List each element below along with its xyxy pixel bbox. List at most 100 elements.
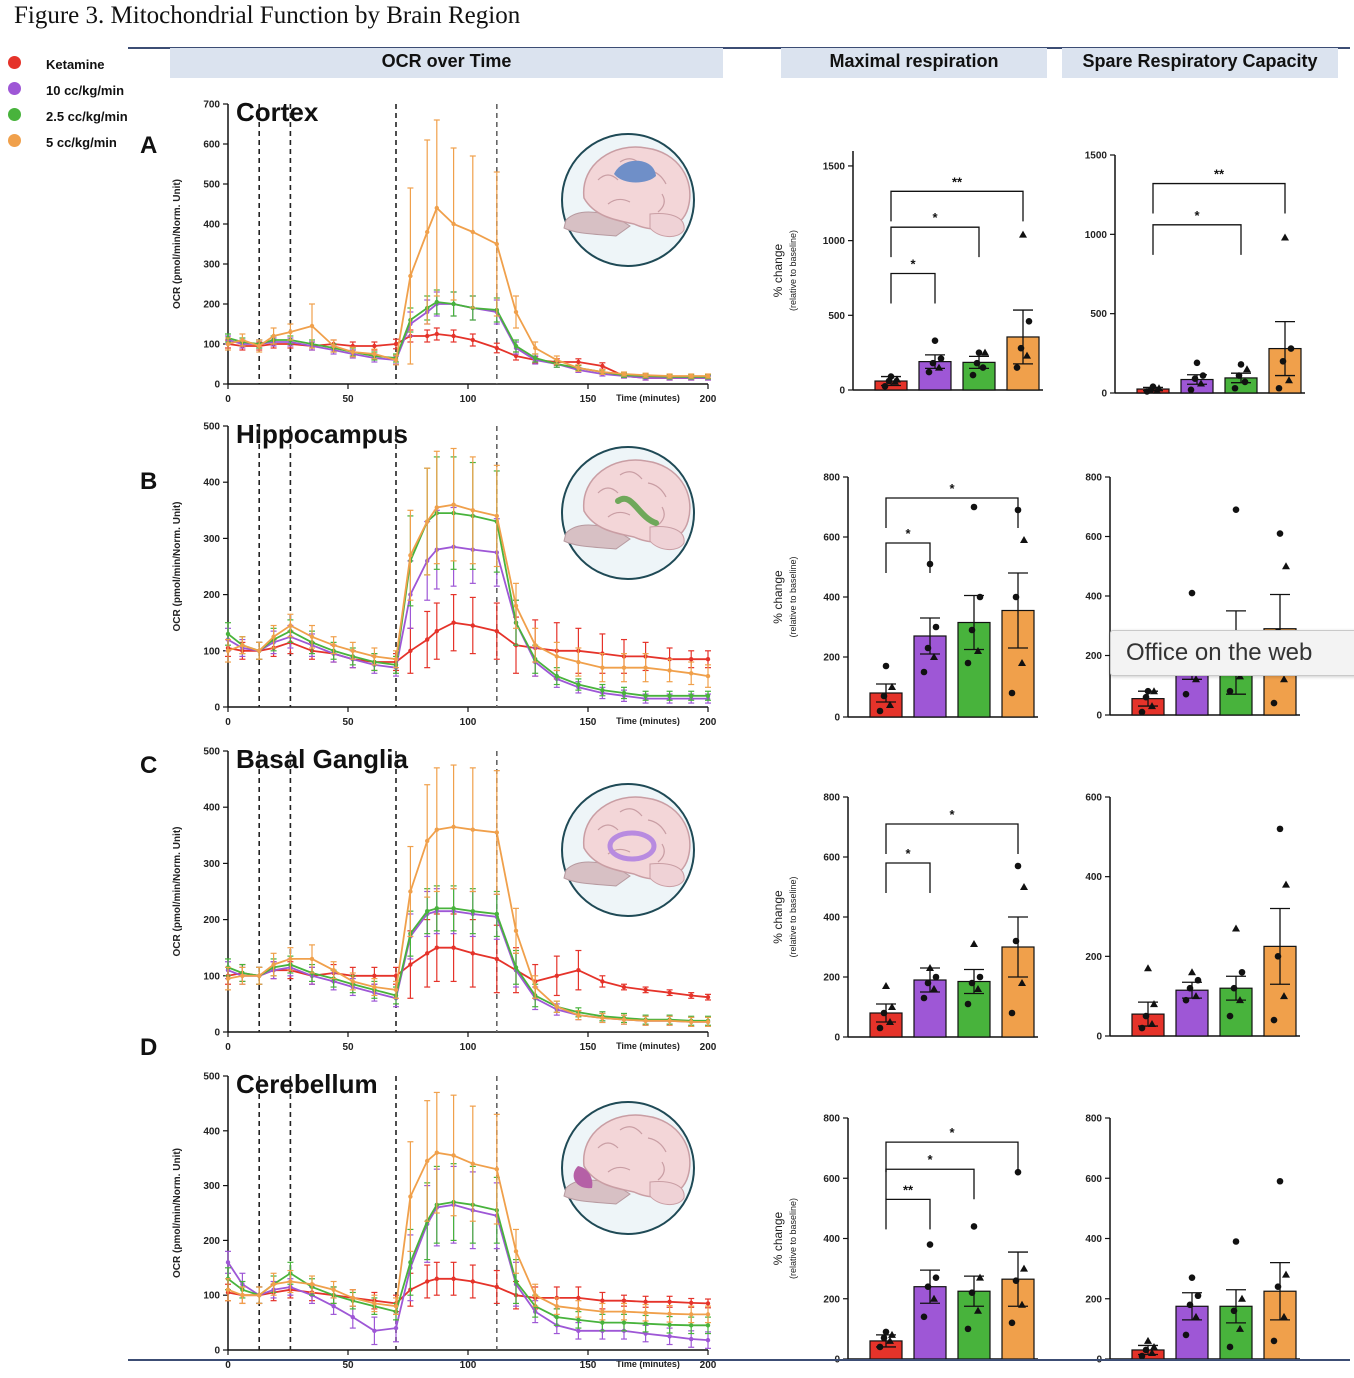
significance-label: ** — [1214, 167, 1225, 182]
data-point — [240, 1293, 245, 1298]
x-axis-label: Time (minutes) — [616, 1041, 680, 1051]
data-point — [271, 634, 276, 639]
y-tick-label: 1000 — [1085, 230, 1108, 241]
data-point — [257, 648, 262, 653]
series-line — [227, 303, 708, 379]
data-point — [533, 1293, 538, 1298]
data-point-circle — [1012, 937, 1020, 945]
data-point-circle — [970, 1223, 978, 1230]
brain-fold — [647, 819, 667, 835]
data-point — [257, 1293, 262, 1298]
data-point-triangle — [882, 982, 890, 989]
data-point — [494, 1166, 499, 1172]
significance-label: * — [949, 807, 955, 822]
data-point — [689, 373, 694, 379]
data-point-triangle — [1280, 992, 1288, 1000]
brain-fold — [607, 848, 631, 855]
y-tick-label: 300 — [203, 534, 220, 545]
data-point — [494, 513, 499, 519]
bar-group-ketamine — [1136, 383, 1170, 395]
x-tick-label: 100 — [460, 1042, 477, 1053]
data-point — [554, 1303, 559, 1309]
series-line — [227, 1277, 709, 1305]
data-point-triangle — [1188, 968, 1196, 976]
data-point-circle — [1182, 996, 1190, 1004]
x-tick-label: 150 — [580, 1360, 597, 1371]
data-point — [689, 1323, 694, 1328]
bar-group-2-5-cc-kg-min — [962, 348, 996, 391]
data-point — [470, 623, 475, 628]
data-point-triangle — [1282, 562, 1290, 570]
chart-title-cerebellum: Cerebellum — [236, 1069, 378, 1099]
data-point — [451, 333, 456, 339]
cerebellum-shape — [649, 213, 685, 237]
data-point — [470, 951, 475, 956]
brain-fold — [619, 471, 643, 480]
data-point — [600, 369, 605, 375]
x-tick-label: 50 — [342, 1360, 354, 1371]
data-point — [470, 908, 475, 914]
bar-chart-maximal-respiration-b: 0 200 400 600 800 % change (relative to baseli… — [771, 473, 1038, 724]
data-point-triangle — [1148, 702, 1156, 710]
series-line — [227, 333, 708, 379]
data-point-circle — [1274, 1283, 1282, 1290]
y-axis-sublabel: (relative to baseline) — [788, 230, 798, 311]
data-point — [331, 642, 336, 648]
data-point — [705, 657, 711, 662]
series-5-cc-kg-min — [225, 764, 711, 1027]
bracket-line — [885, 497, 1019, 528]
data-point-circle — [1186, 984, 1194, 992]
bar-group-2-5-cc-kg-min — [1219, 924, 1253, 1037]
y-axis-label: % change — [771, 1211, 785, 1265]
brain-fold — [647, 482, 667, 498]
data-point — [271, 333, 276, 339]
data-point-triangle — [1197, 379, 1205, 387]
data-point — [667, 1322, 672, 1327]
y-tick-label: 200 — [203, 590, 220, 601]
data-point-triangle — [1232, 924, 1240, 932]
y-tick-label: 200 — [823, 1294, 840, 1305]
data-point-circle — [1149, 383, 1157, 390]
x-tick-label: 0 — [225, 717, 231, 728]
data-point — [434, 505, 439, 510]
bar-chart-spare-respiratory-capacity-c: 0 200 400 600 — [1085, 793, 1300, 1043]
data-point — [225, 631, 231, 637]
bar-group-5-cc-kg-min — [1268, 233, 1302, 394]
data-point — [372, 1301, 377, 1306]
series-line — [227, 910, 708, 1023]
cerebrum-shape — [583, 1114, 691, 1198]
y-tick-label: 300 — [203, 1181, 220, 1192]
data-point — [513, 603, 519, 609]
legend-swatch-10cc — [8, 82, 21, 95]
data-point — [350, 1314, 355, 1320]
data-point-circle — [1237, 361, 1245, 368]
data-point — [576, 1317, 581, 1323]
y-tick-label: 0 — [834, 1033, 840, 1044]
data-point — [667, 373, 672, 379]
top-rule — [128, 47, 1350, 49]
data-point-circle — [1008, 1319, 1016, 1327]
data-point — [393, 657, 399, 662]
bracket-line — [885, 1141, 1019, 1173]
data-point-circle — [880, 1009, 888, 1017]
data-point-triangle — [976, 1273, 984, 1281]
highlight-region — [615, 495, 659, 526]
data-point — [705, 673, 711, 679]
data-point — [643, 373, 648, 378]
y-tick-label: 200 — [1085, 952, 1102, 963]
data-point-circle — [920, 668, 928, 676]
data-point — [425, 333, 430, 339]
data-point — [451, 620, 456, 625]
data-point-circle — [887, 373, 895, 380]
data-point-circle — [976, 593, 984, 601]
bar-group-10-cc-kg-min — [1175, 1274, 1209, 1360]
office-tooltip: Office on the web — [1110, 630, 1354, 676]
bracket-line — [885, 542, 931, 573]
y-axis-label: % change — [771, 243, 785, 297]
data-point — [470, 1161, 475, 1166]
data-point — [372, 973, 377, 978]
data-point-circle — [964, 659, 972, 667]
bracket-line — [885, 823, 1019, 854]
bar-group-ketamine — [869, 1328, 903, 1360]
significance-bracket: ** — [885, 1182, 931, 1230]
